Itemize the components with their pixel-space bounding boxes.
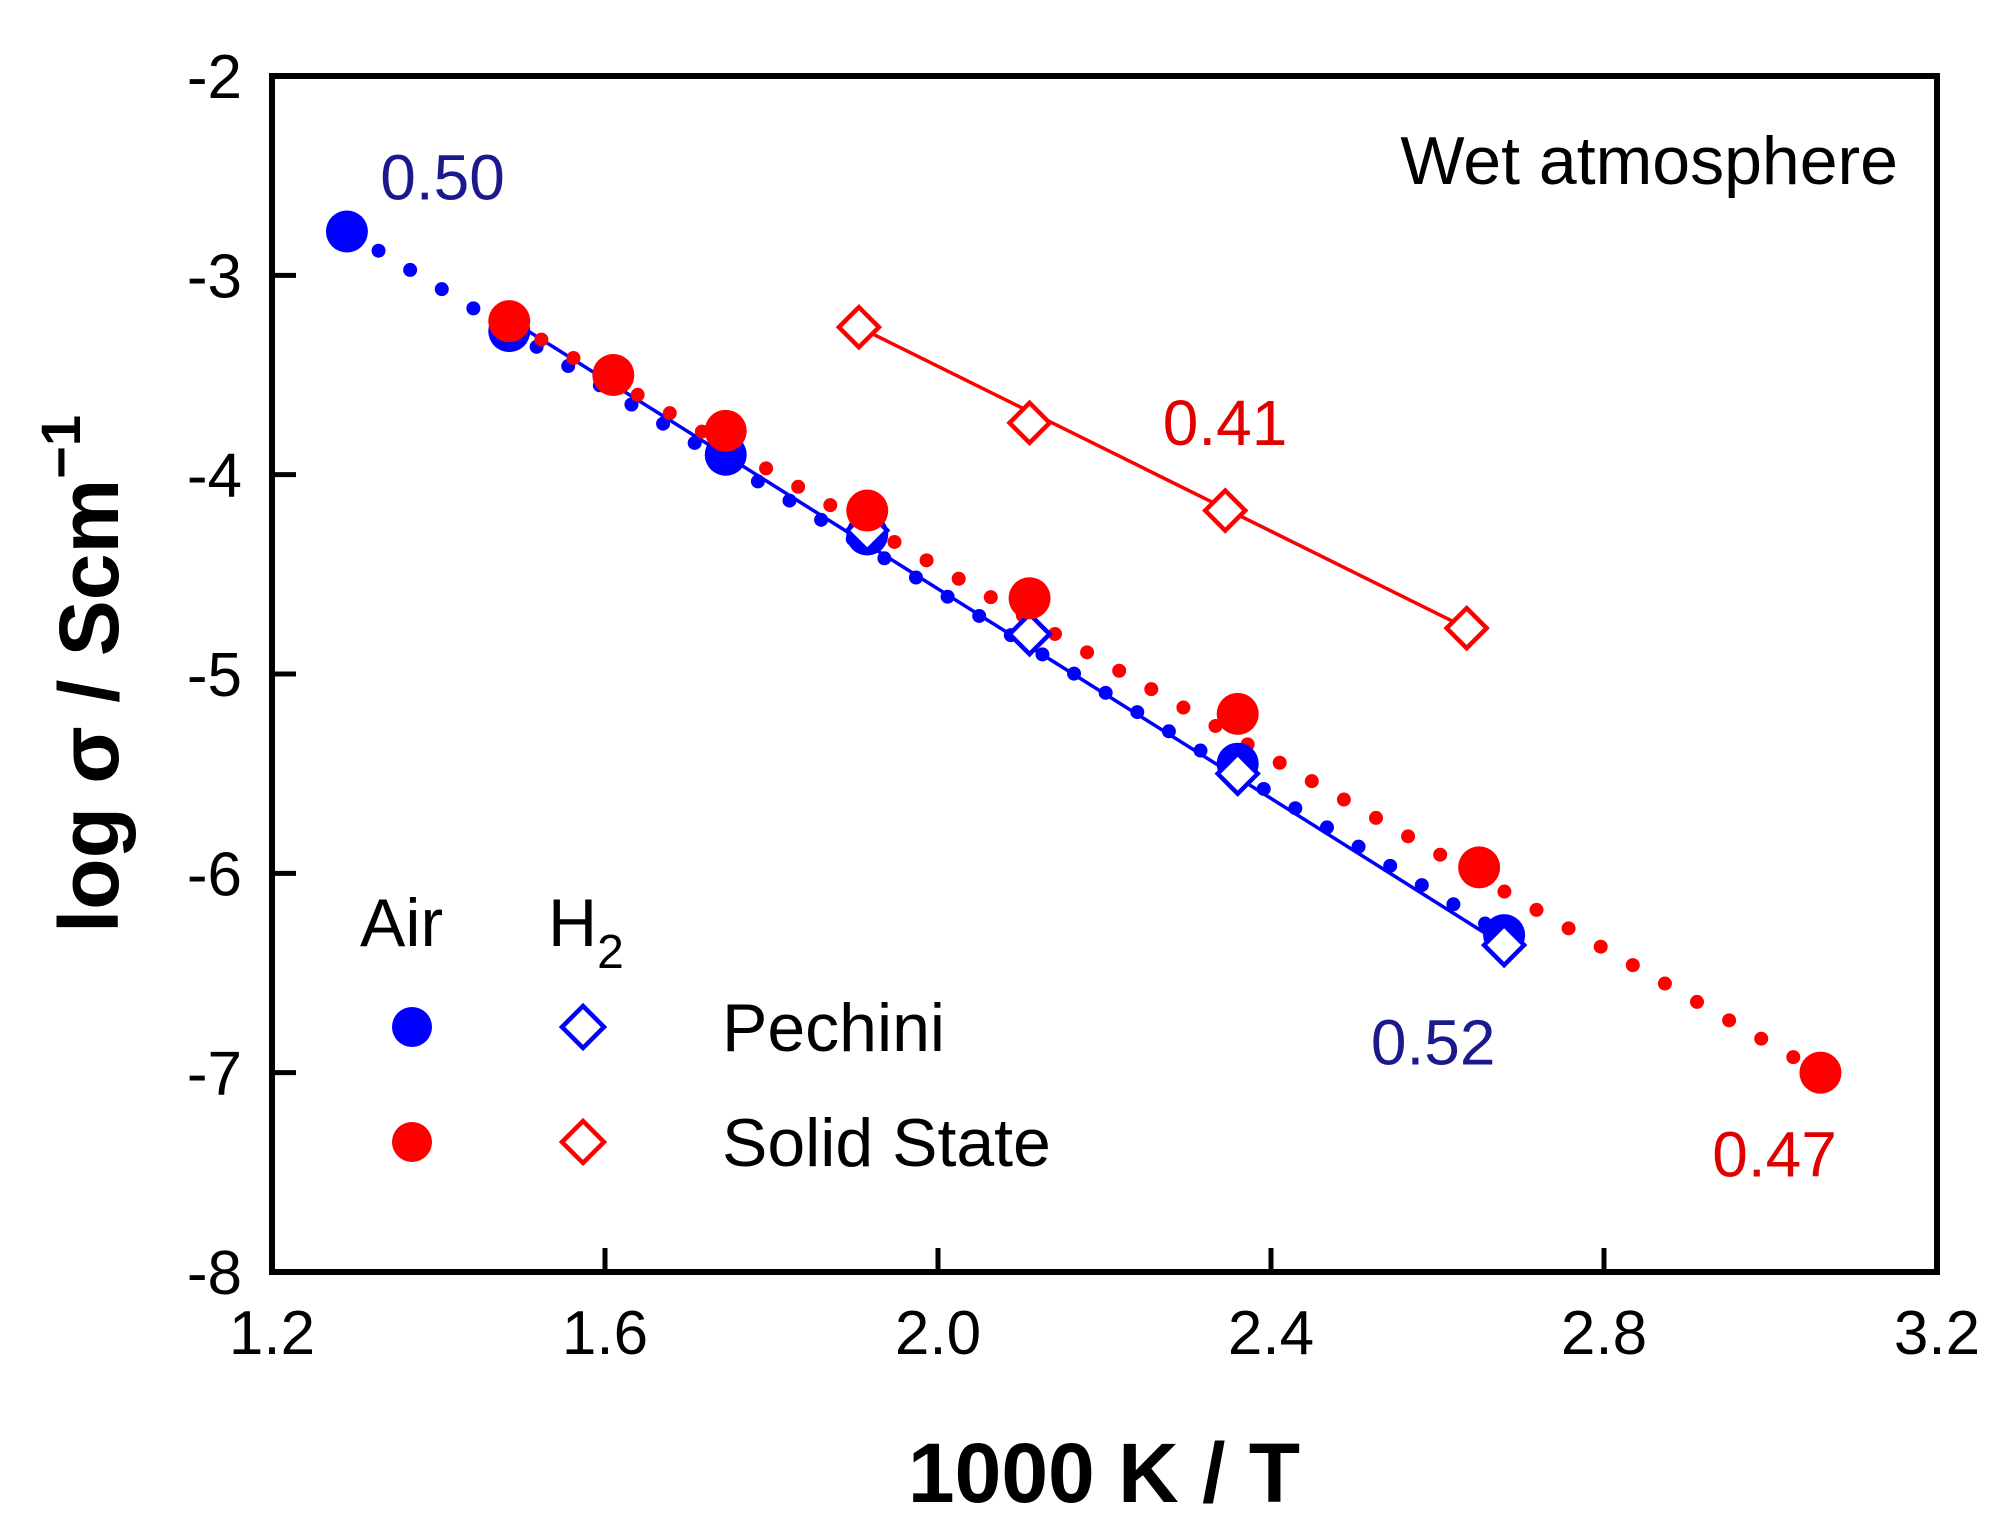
x-tick-labels: 1.2 1.6 2.0 2.4 2.8 3.2 bbox=[229, 1299, 1980, 1368]
legend-header-subscript: 2 bbox=[597, 926, 624, 979]
marker-solid-state-h2-3 bbox=[1443, 604, 1490, 652]
fit-lines bbox=[339, 224, 1828, 1080]
x-tick-label-5: 3.2 bbox=[1894, 1299, 1980, 1368]
legend-label-pechini: Pechini bbox=[722, 990, 945, 1066]
y-tick-label-4: -6 bbox=[187, 840, 242, 909]
legend-marker-pechini-air bbox=[392, 1007, 432, 1047]
fit-line-pechini-air bbox=[339, 224, 1512, 943]
x-tick-label-0: 1.2 bbox=[229, 1299, 315, 1368]
fit-line-pechini-h2 bbox=[508, 317, 1506, 947]
axis-ticks bbox=[269, 73, 1940, 1275]
y-tick-label-6: -8 bbox=[187, 1239, 242, 1308]
marker-solid-state-air-7 bbox=[1799, 1051, 1842, 1094]
legend-label-solid-state: Solid State bbox=[722, 1105, 1051, 1181]
legend-header-h: H bbox=[548, 885, 597, 961]
y-tick-label-3: -5 bbox=[187, 641, 242, 710]
legend-marker-solid-state-h2 bbox=[558, 1117, 608, 1167]
annotation-ea-solid-air: 0.47 bbox=[1712, 1118, 1837, 1190]
annotation-ea-pechini-h2: 0.52 bbox=[1371, 1007, 1496, 1079]
y-tick-labels: -2 -3 -4 -5 -6 -7 -8 bbox=[187, 43, 242, 1308]
x-axis-title: 1000 K / T bbox=[908, 1426, 1300, 1520]
y-axis-title: log σ / Scm−1 bbox=[29, 415, 136, 933]
legend-header-air: Air bbox=[360, 885, 443, 961]
wet-atmosphere-label: Wet atmosphere bbox=[1400, 123, 1898, 199]
x-tick-label-1: 1.6 bbox=[562, 1299, 648, 1368]
marker-solid-state-air-0 bbox=[488, 300, 531, 343]
y-tick-label-1: -3 bbox=[187, 242, 242, 311]
marker-pechini-h2-1 bbox=[1006, 610, 1053, 658]
fit-line-solid-state-air bbox=[502, 314, 1828, 1080]
data-markers bbox=[325, 210, 1842, 1094]
marker-pechini-h2-3 bbox=[1480, 921, 1528, 969]
marker-solid-state-air-1 bbox=[592, 354, 635, 396]
marker-solid-state-air-5 bbox=[1216, 692, 1259, 735]
x-tick-label-4: 2.8 bbox=[1561, 1299, 1647, 1368]
marker-pechini-air-0 bbox=[325, 210, 368, 253]
legend: Air H2 Pechini Solid State bbox=[360, 885, 1051, 1181]
legend-header-h2: H2 bbox=[548, 885, 624, 979]
marker-pechini-h2-2 bbox=[1214, 750, 1261, 797]
y-tick-label-5: -7 bbox=[187, 1040, 242, 1109]
x-tick-label-3: 2.4 bbox=[1228, 1299, 1314, 1368]
marker-solid-state-h2-2 bbox=[1202, 487, 1249, 534]
marker-solid-state-h2-0 bbox=[835, 303, 883, 351]
y-tick-label-2: -4 bbox=[187, 442, 242, 511]
annotation-ea-solid-h2: 0.41 bbox=[1163, 387, 1288, 459]
marker-solid-state-air-6 bbox=[1458, 846, 1501, 889]
annotation-ea-pechini-air: 0.50 bbox=[380, 142, 505, 214]
y-axis-title-main: log σ / Scm bbox=[42, 479, 136, 933]
marker-solid-state-air-4 bbox=[1008, 577, 1051, 620]
activation-energy-labels: 0.50 0.41 0.52 0.47 bbox=[380, 142, 1837, 1191]
fit-line-solid-state-h2 bbox=[858, 325, 1468, 630]
marker-solid-state-air-3 bbox=[846, 489, 889, 532]
y-tick-label-0: -2 bbox=[187, 43, 242, 112]
legend-marker-pechini-h2 bbox=[558, 1002, 608, 1052]
x-tick-label-2: 2.0 bbox=[895, 1299, 981, 1368]
y-axis-title-superscript: −1 bbox=[29, 415, 92, 479]
legend-marker-solid-state-air bbox=[392, 1122, 432, 1162]
marker-solid-state-h2-1 bbox=[1006, 399, 1053, 447]
marker-solid-state-air-2 bbox=[704, 409, 747, 452]
